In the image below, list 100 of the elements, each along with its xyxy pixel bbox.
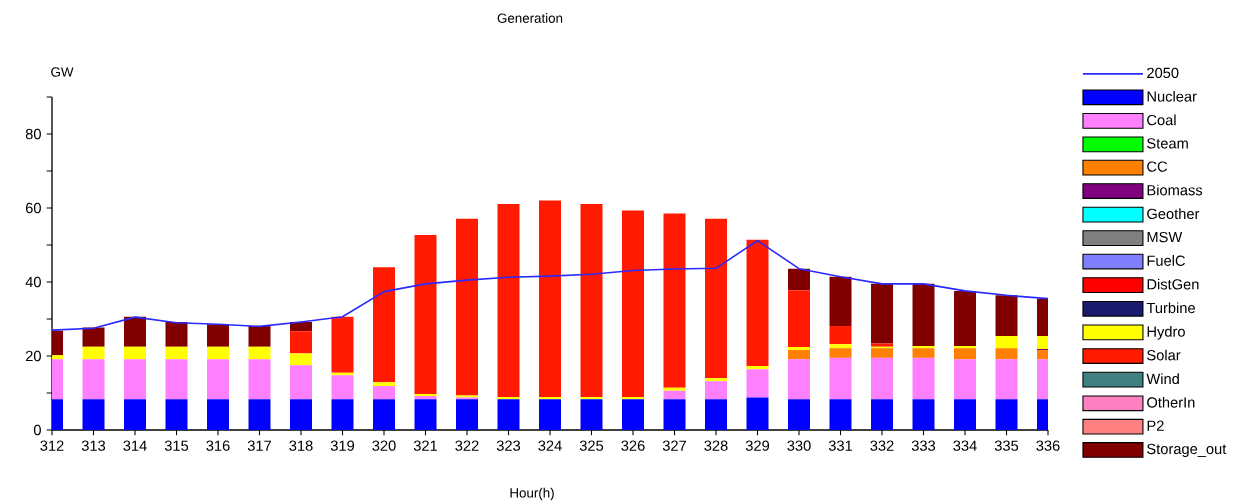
bar [829, 357, 852, 400]
legend-label: Turbine [1146, 302, 1195, 314]
bar [788, 359, 810, 400]
bar [995, 295, 1018, 337]
legend-label: P2 [1147, 420, 1164, 431]
bar [539, 200, 561, 398]
bar [165, 399, 188, 430]
bar [124, 359, 146, 400]
x-tick-label: 322 [455, 440, 479, 451]
bar [871, 399, 894, 430]
bar [290, 331, 312, 354]
bar [788, 347, 810, 351]
bar [954, 399, 976, 430]
legend-label: Storage_out [1147, 443, 1227, 458]
bar [622, 210, 644, 398]
x-tick-label: 316 [206, 440, 230, 451]
y-axis-title: GW [51, 67, 74, 77]
x-tick-label: 324 [538, 440, 562, 451]
x-tick-label: 317 [247, 440, 271, 451]
legend-label: Geother [1147, 208, 1200, 220]
legend-label: Wind [1146, 373, 1179, 385]
bar [414, 399, 437, 430]
legend-label: CC [1147, 161, 1168, 172]
legend-label: Steam [1147, 138, 1188, 149]
bar [995, 348, 1018, 360]
bar [373, 382, 395, 386]
bar [871, 357, 894, 400]
bar [497, 399, 520, 430]
bar [622, 397, 644, 400]
bar [124, 346, 146, 360]
bar [331, 375, 354, 400]
x-tick-label: 312 [40, 440, 64, 451]
bar [82, 359, 105, 400]
x-tick-label: 332 [870, 440, 894, 451]
bar [580, 203, 603, 398]
x-tick-label: 333 [911, 440, 936, 451]
bar [290, 365, 312, 400]
bar [82, 327, 105, 347]
bar [829, 399, 852, 430]
bar [912, 357, 935, 400]
bar [373, 267, 395, 383]
legend-label: FuelC [1147, 255, 1185, 266]
bar [829, 348, 852, 358]
bar [746, 397, 769, 430]
y-tick-label: 40 [25, 276, 41, 288]
bar [829, 326, 852, 345]
bar [871, 283, 894, 344]
bar [497, 203, 520, 398]
bar [497, 397, 520, 400]
legend-label: OtherIn [1147, 396, 1195, 408]
y-tick-label: 20 [25, 350, 41, 362]
bar [207, 359, 229, 400]
bar [373, 399, 395, 430]
bar [622, 399, 644, 430]
y-tick-label: 80 [25, 128, 41, 140]
bar [871, 348, 894, 358]
bar [705, 399, 727, 430]
bar [705, 378, 727, 382]
bar [290, 353, 312, 366]
bar [746, 239, 769, 366]
bar [912, 348, 935, 358]
x-tick-label: 329 [745, 440, 770, 451]
bar [331, 316, 354, 373]
line-series [52, 239, 1049, 331]
y-tick-label: 60 [25, 202, 41, 214]
bar [663, 213, 686, 388]
x-tick-label: 334 [953, 440, 977, 451]
bar [746, 365, 769, 370]
bar [373, 385, 395, 400]
bar [788, 268, 810, 291]
bar [165, 346, 188, 360]
bar [788, 399, 810, 430]
bar [124, 316, 146, 347]
bar [290, 399, 312, 430]
bar [995, 399, 1018, 430]
bar [456, 399, 479, 430]
x-tick-label: 325 [579, 440, 604, 451]
bar [248, 346, 271, 360]
bar [165, 321, 188, 347]
bar [663, 387, 686, 391]
bar [705, 218, 727, 379]
x-tick-label: 335 [994, 440, 1019, 451]
bar [995, 336, 1018, 349]
bar [954, 346, 976, 349]
x-tick-label: 320 [372, 440, 396, 451]
bar [539, 397, 561, 400]
bar [248, 326, 271, 347]
bar [954, 348, 976, 360]
legend-label: Nuclear [1147, 90, 1197, 102]
x-tick-label: 328 [704, 440, 728, 451]
bar [912, 346, 935, 349]
x-tick-label: 315 [164, 440, 189, 451]
bar [788, 350, 810, 360]
bar [539, 399, 561, 430]
bar [912, 283, 935, 347]
x-tick-label: 319 [330, 440, 355, 451]
legend-label: Solar [1147, 349, 1181, 361]
bar [746, 369, 769, 398]
bar [414, 395, 437, 400]
bar [580, 397, 603, 400]
